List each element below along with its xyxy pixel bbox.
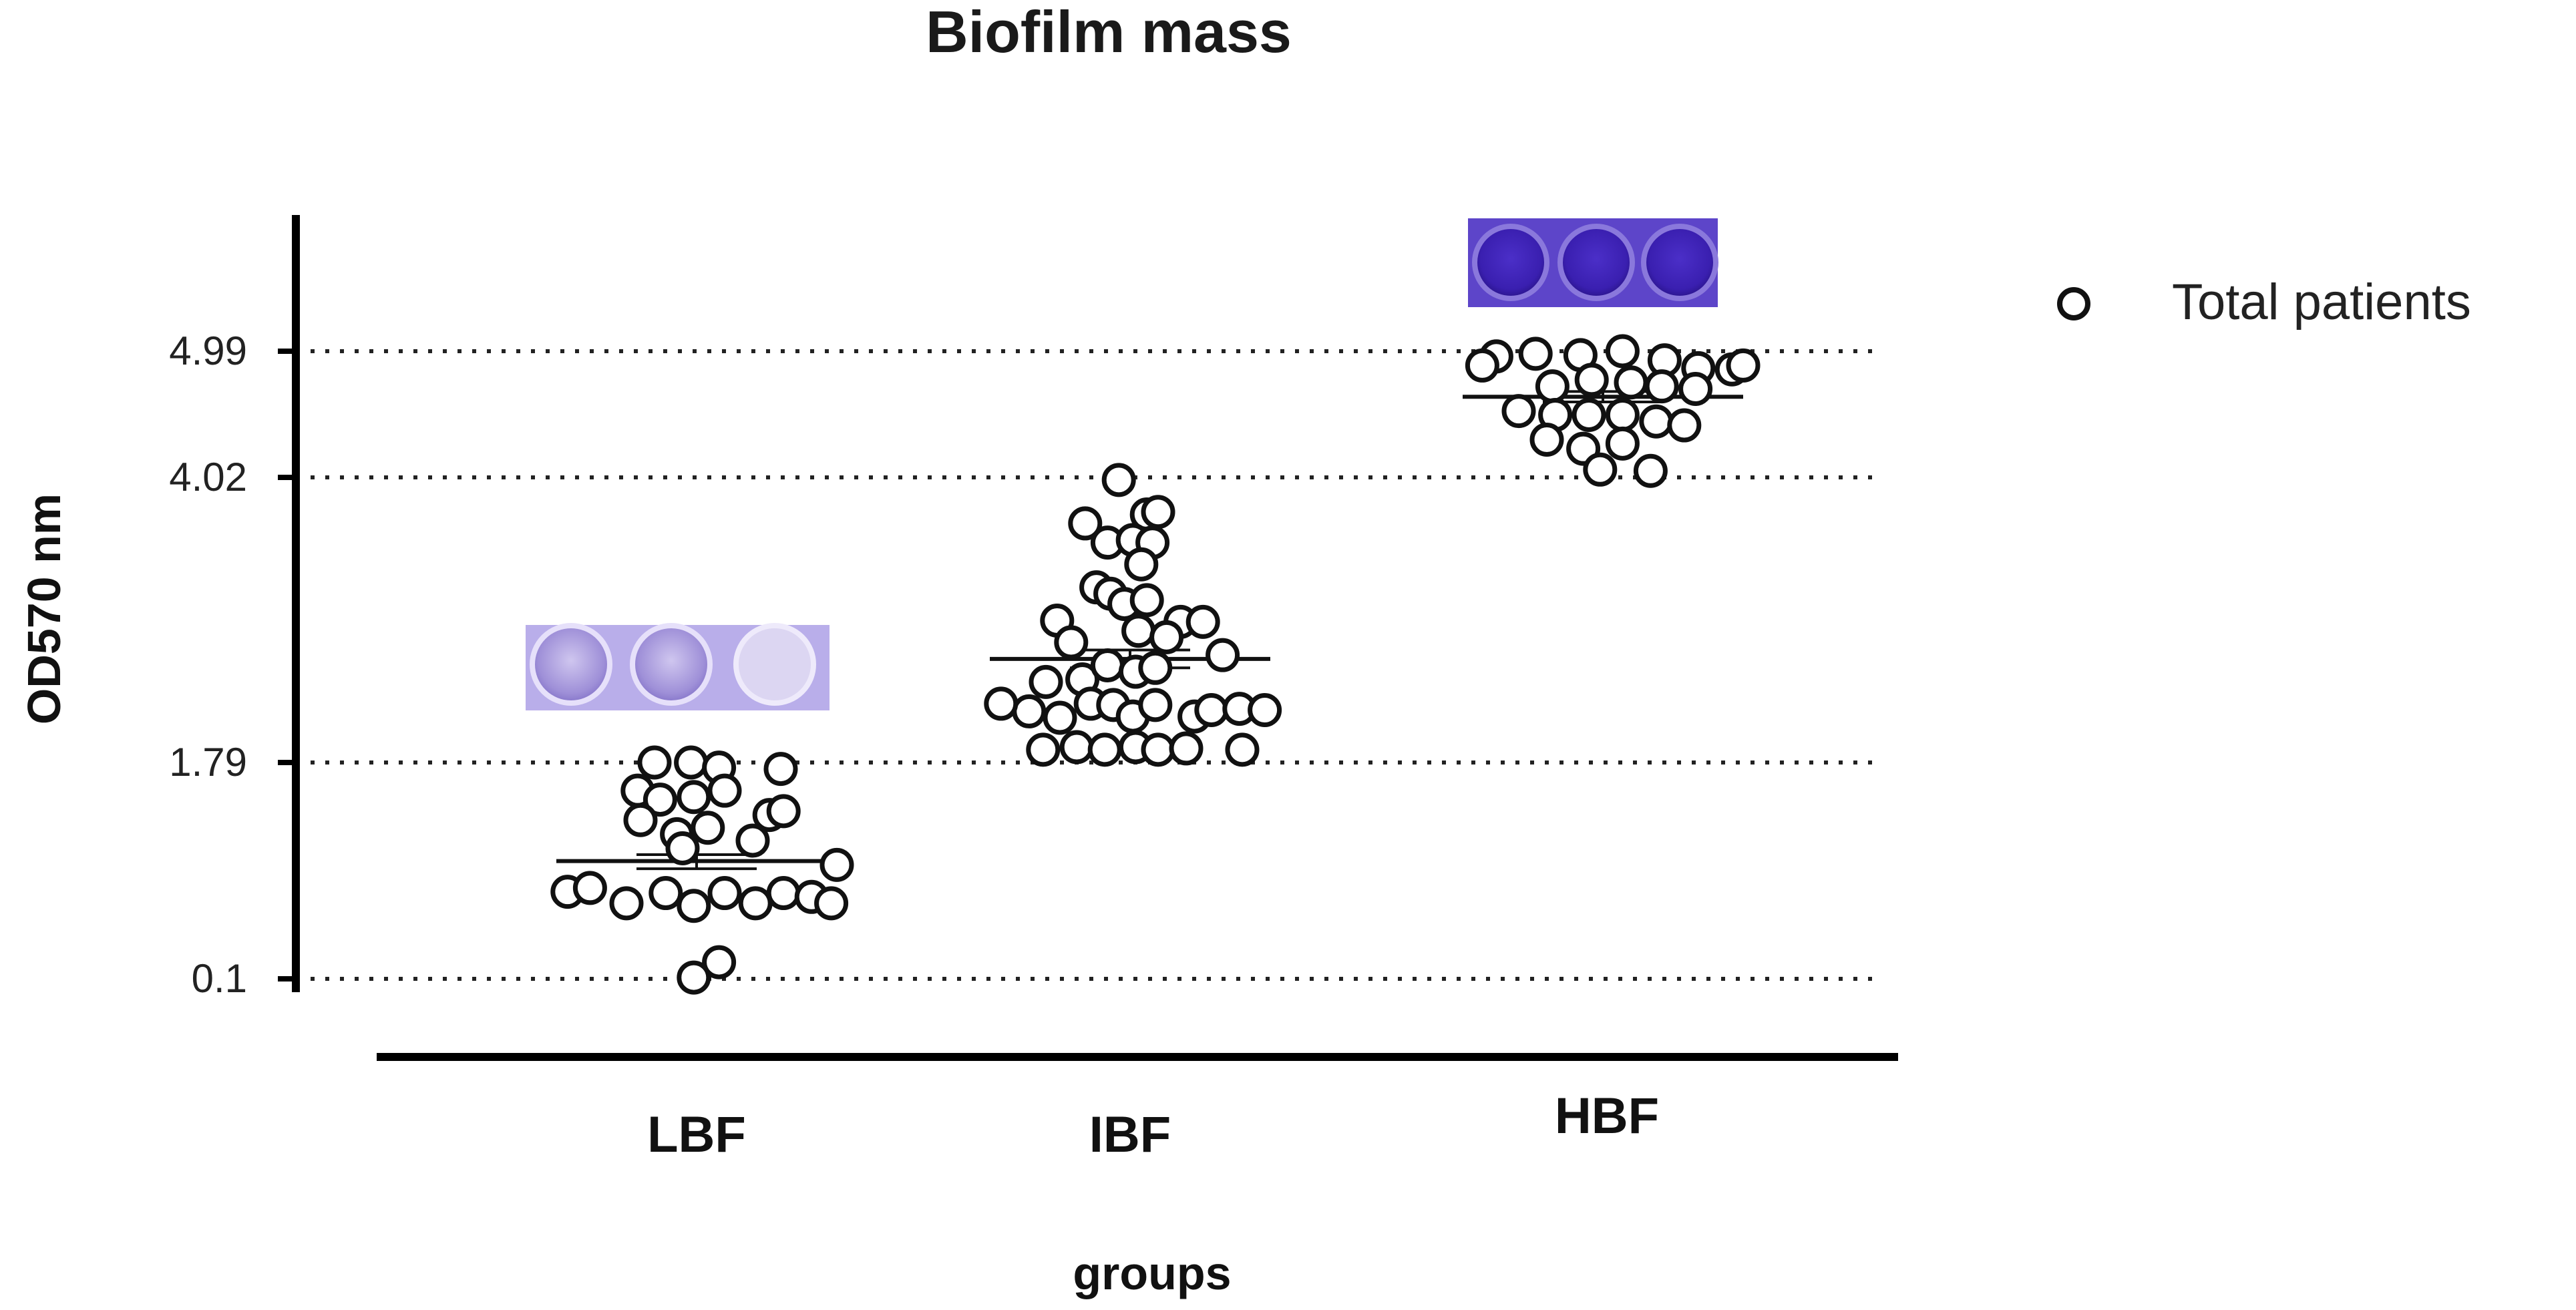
data-point: [649, 876, 683, 911]
data-point: [735, 823, 770, 858]
data-points: [550, 334, 1761, 995]
x-tick-label-lbf: LBF: [647, 1106, 746, 1163]
data-point: [642, 783, 677, 817]
data-point: [1639, 404, 1674, 439]
data-point: [1194, 692, 1229, 727]
data-point: [1101, 463, 1136, 497]
data-point: [1029, 664, 1063, 699]
data-point: [1572, 397, 1606, 432]
data-point: [1206, 638, 1240, 672]
well-hbf: [1641, 224, 1718, 301]
y-tick-label: 4.99: [169, 329, 247, 373]
data-point: [1644, 369, 1679, 404]
y-tick-group: 4.99 4.02 1.79 0.1: [169, 329, 296, 1001]
x-tick-label-hbf: HBF: [1555, 1088, 1659, 1144]
data-point: [691, 811, 725, 845]
data-point: [1605, 426, 1640, 461]
data-point: [707, 876, 742, 911]
data-point: [677, 889, 711, 923]
data-point: [766, 794, 801, 829]
data-point: [1138, 650, 1173, 685]
data-point: [1124, 547, 1159, 582]
data-point: [1605, 397, 1640, 432]
well-strip-hbf: [1468, 218, 1718, 307]
data-point: [738, 886, 773, 921]
data-point: [1518, 337, 1553, 371]
data-point: [1614, 365, 1648, 400]
data-point: [1026, 732, 1061, 767]
data-point: [707, 773, 742, 808]
data-point: [1667, 408, 1702, 443]
data-point: [1501, 394, 1536, 429]
data-point: [1225, 732, 1260, 767]
data-point: [763, 752, 798, 787]
well-lbf: [733, 623, 816, 706]
data-point: [1054, 625, 1089, 660]
data-point: [1169, 731, 1204, 766]
data-point: [1141, 732, 1175, 767]
well-hbf: [1557, 224, 1635, 301]
data-point: [1059, 730, 1094, 765]
data-point: [766, 876, 801, 911]
data-point: [1583, 452, 1618, 487]
data-point: [1090, 648, 1125, 682]
data-point: [1138, 688, 1173, 722]
legend-marker: [2057, 287, 2090, 320]
data-point: [1529, 422, 1564, 457]
data-point: [819, 847, 854, 882]
data-point: [1129, 583, 1164, 618]
well-lbf: [530, 623, 612, 706]
data-point: [1535, 369, 1570, 404]
data-point: [814, 886, 849, 921]
y-tick-label: 4.02: [169, 455, 247, 499]
data-point: [1633, 453, 1668, 488]
y-tick-label: 0.1: [192, 956, 247, 1001]
data-point: [984, 686, 1019, 721]
data-point: [1121, 614, 1156, 648]
data-point: [674, 745, 709, 780]
chart-title: Biofilm mass: [926, 0, 1292, 65]
data-point: [1678, 372, 1713, 407]
data-point: [1605, 334, 1640, 369]
data-point: [572, 871, 607, 905]
data-point: [637, 745, 672, 780]
x-tick-label-ibf: IBF: [1089, 1106, 1171, 1163]
y-axis-label: OD570 nm: [18, 493, 70, 724]
legend-label: Total patients: [2172, 274, 2471, 331]
data-point: [1185, 604, 1220, 639]
data-point: [1141, 495, 1175, 529]
data-point: [1726, 348, 1761, 383]
y-tick-label: 1.79: [169, 740, 247, 785]
data-point: [623, 803, 658, 837]
legend: Total patients: [2057, 274, 2471, 331]
data-point: [1465, 348, 1499, 383]
well-hbf: [1472, 224, 1549, 301]
data-point: [677, 780, 711, 815]
well-strip-lbf: [526, 623, 830, 710]
data-point: [1149, 620, 1184, 654]
well-lbf: [630, 623, 713, 706]
data-point: [1248, 692, 1282, 727]
data-point: [1574, 363, 1609, 397]
data-point: [609, 886, 644, 921]
data-point: [1087, 732, 1122, 767]
data-point: [1068, 506, 1103, 541]
data-point: [702, 945, 737, 979]
data-point: [677, 960, 711, 995]
x-axis-label: groups: [1073, 1247, 1231, 1299]
data-point: [1043, 700, 1077, 735]
data-point: [1012, 694, 1047, 728]
data-point: [665, 831, 700, 865]
